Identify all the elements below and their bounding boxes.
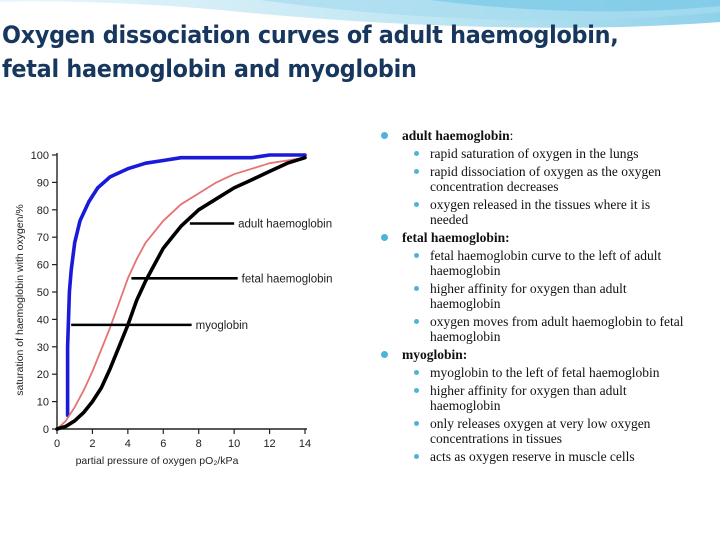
x-tick-label: 8 — [196, 438, 202, 450]
x-tick-label: 4 — [125, 438, 131, 450]
myoglobin-curve — [65, 153, 307, 418]
heading-fetal-haemoglobin: fetal haemoglobin: — [378, 230, 708, 245]
chart-svg: adult haemoglobin fetal haemoglobin myoglo… — [14, 150, 332, 467]
x-tick-label: 0 — [54, 438, 60, 450]
curve-label-myoglobin: myoglobin — [196, 320, 248, 332]
slide-title: Oxygen dissociation curves of adult haem… — [2, 21, 619, 83]
bullet-point: only releases oxygen at very low oxygen … — [378, 416, 708, 446]
y-tick-label: 30 — [37, 342, 49, 354]
y-tick-label: 80 — [37, 205, 49, 217]
chart-tick-labels: 0 10 20 30 40 50 60 70 80 90 100 0 2 4 6 8 10 12 14 — [31, 150, 311, 450]
y-tick-label: 60 — [37, 260, 49, 272]
chart-axes — [52, 153, 307, 434]
bullet-point: myoglobin to the left of fetal haemoglob… — [378, 365, 708, 380]
x-axis-title: partial pressure of oxygen pO₂/kPa — [76, 455, 239, 467]
bullet-point: higher affinity for oxygen than adult ha… — [378, 281, 708, 311]
y-tick-label: 100 — [31, 150, 49, 162]
myoglobin-points: myoglobin to the left of fetal haemoglob… — [378, 365, 708, 464]
y-tick-label: 40 — [37, 314, 49, 326]
bullet-point: oxygen moves from adult haemoglobin to f… — [378, 314, 708, 344]
notes-list: adult haemoglobin: rapid saturation of o… — [378, 128, 708, 467]
dissociation-chart: adult haemoglobin fetal haemoglobin myoglo… — [8, 146, 354, 472]
curve-label-fetal-haemoglobin: fetal haemoglobin — [242, 273, 333, 285]
fetal-points: fetal haemoglobin curve to the left of a… — [378, 248, 708, 344]
x-tick-label: 2 — [89, 438, 95, 450]
heading-myoglobin: myoglobin: — [378, 347, 708, 362]
chart-curves — [55, 153, 307, 431]
x-tick-label: 12 — [263, 438, 275, 450]
x-tick-label: 10 — [228, 438, 240, 450]
heading-adult-haemoglobin: adult haemoglobin: — [378, 128, 708, 143]
fetal-haemoglobin-curve — [56, 156, 306, 430]
x-tick-label: 14 — [299, 438, 311, 450]
y-tick-label: 70 — [37, 232, 49, 244]
y-tick-label: 20 — [37, 369, 49, 381]
bullet-point: higher affinity for oxygen than adult ha… — [378, 383, 708, 413]
header-swoosh — [0, 0, 720, 28]
bullet-point: acts as oxygen reserve in muscle cells — [378, 449, 708, 464]
adult-haemoglobin-curve — [55, 155, 307, 431]
bullet-point: oxygen released in the tissues where it … — [378, 197, 708, 227]
y-tick-label: 90 — [37, 177, 49, 189]
adult-points: rapid saturation of oxygen in the lungs r… — [378, 146, 708, 227]
bullet-point: rapid saturation of oxygen in the lungs — [378, 146, 708, 161]
x-tick-label: 6 — [160, 438, 166, 450]
y-tick-label: 50 — [37, 287, 49, 299]
curve-label-adult-haemoglobin: adult haemoglobin — [238, 219, 332, 231]
y-tick-label: 0 — [43, 424, 49, 436]
y-tick-label: 10 — [37, 397, 49, 409]
bullet-point: rapid dissociation of oxygen as the oxyg… — [378, 164, 708, 194]
chart-label-lines: adult haemoglobin fetal haemoglobin myoglo… — [71, 219, 332, 332]
y-axis-title: saturation of haemoglobin with oxygen/% — [14, 204, 26, 395]
bullet-point: fetal haemoglobin curve to the left of a… — [378, 248, 708, 278]
